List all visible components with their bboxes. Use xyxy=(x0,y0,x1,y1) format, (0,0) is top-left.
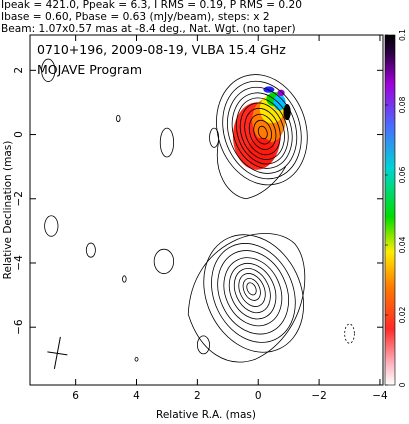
chart-subtitle: MOJAVE Program xyxy=(37,62,142,77)
colorbar-tick-label: 0.02 xyxy=(398,306,407,323)
core-contour xyxy=(235,97,289,165)
isolated-contour xyxy=(44,215,59,237)
y-tick-label: 2 xyxy=(13,67,25,74)
isolated-contour xyxy=(116,114,121,123)
y-tick-label: −4 xyxy=(13,255,25,271)
jet-contour xyxy=(217,250,289,335)
y-tick-label: −6 xyxy=(13,319,25,335)
jet-contour xyxy=(223,257,283,327)
plot-area xyxy=(41,58,355,369)
y-tick-label: −2 xyxy=(13,191,25,206)
isolated-contour xyxy=(209,127,220,148)
jet-contour xyxy=(242,278,261,301)
jet-contour xyxy=(211,243,296,343)
core-contour xyxy=(244,107,281,156)
core-contour xyxy=(227,86,298,174)
jet-contour xyxy=(246,282,257,296)
colorbar-ticks: 0.1 0.08 0.06 0.04 0.02 0 xyxy=(385,29,407,387)
beam-major-axis xyxy=(53,336,61,369)
core-contour xyxy=(248,113,277,150)
jet-contour xyxy=(203,234,304,353)
colorbar xyxy=(384,34,396,386)
jet-contour xyxy=(233,268,271,314)
core-contour xyxy=(222,80,302,180)
x-tick-label: −4 xyxy=(372,390,388,402)
core-contour xyxy=(257,125,268,140)
isolated-contour xyxy=(122,275,127,283)
colorbar-tick-label: 0.08 xyxy=(398,96,407,113)
core-contour xyxy=(253,119,273,145)
x-tick-label: 4 xyxy=(133,390,140,402)
colorbar-tick-label: 0.06 xyxy=(398,166,407,183)
isolated-contour xyxy=(196,335,210,355)
isolated-contour xyxy=(134,356,139,362)
colorbar-tick-label: 0 xyxy=(398,382,407,387)
isolated-contour xyxy=(85,242,96,258)
jet-outer-contour xyxy=(187,233,306,363)
polarization-violet xyxy=(277,89,285,97)
polarization-red-inner xyxy=(247,137,275,167)
colorbar-tick-label: 0.1 xyxy=(398,29,407,41)
plot-frame xyxy=(29,34,384,386)
x-axis-ticks: 6 4 2 0 −2 −4 xyxy=(72,35,388,402)
chart-title: 0710+196, 2009-08-19, VLBA 15.4 GHz xyxy=(37,42,286,57)
core-contour xyxy=(239,102,285,160)
header-line-2: Ibase = 0.60, Pbase = 0.63 (mJy/beam), s… xyxy=(1,11,270,23)
y-tick-label: 0 xyxy=(13,131,25,138)
header-line-3: Beam: 1.07x0.57 mas at -8.4 deg., Nat. W… xyxy=(1,23,296,35)
isolated-contour xyxy=(153,248,175,274)
isolated-contour xyxy=(344,323,355,344)
header-line-1: Ipeak = 421.0, Ppeak = 6.3, I RMS = 0.19… xyxy=(1,0,302,11)
x-tick-label: 2 xyxy=(194,390,201,402)
isolated-contour xyxy=(41,58,56,82)
core-outer-contour xyxy=(217,140,286,200)
isolated-contour xyxy=(159,127,175,158)
core-contour xyxy=(216,74,308,186)
core-contour xyxy=(231,92,293,169)
colorbar-tick-label: 0.04 xyxy=(398,236,407,253)
y-axis-label: Relative Declination (mas) xyxy=(2,141,14,280)
x-tick-label: 0 xyxy=(255,390,262,402)
jet-contour xyxy=(238,273,266,307)
x-tick-label: −2 xyxy=(311,390,326,402)
x-tick-label: 6 xyxy=(72,390,79,402)
x-axis-label: Relative R.A. (mas) xyxy=(156,409,256,421)
jet-contour xyxy=(228,262,277,320)
y-axis-ticks: 2 0 −2 −4 −6 xyxy=(13,67,383,335)
